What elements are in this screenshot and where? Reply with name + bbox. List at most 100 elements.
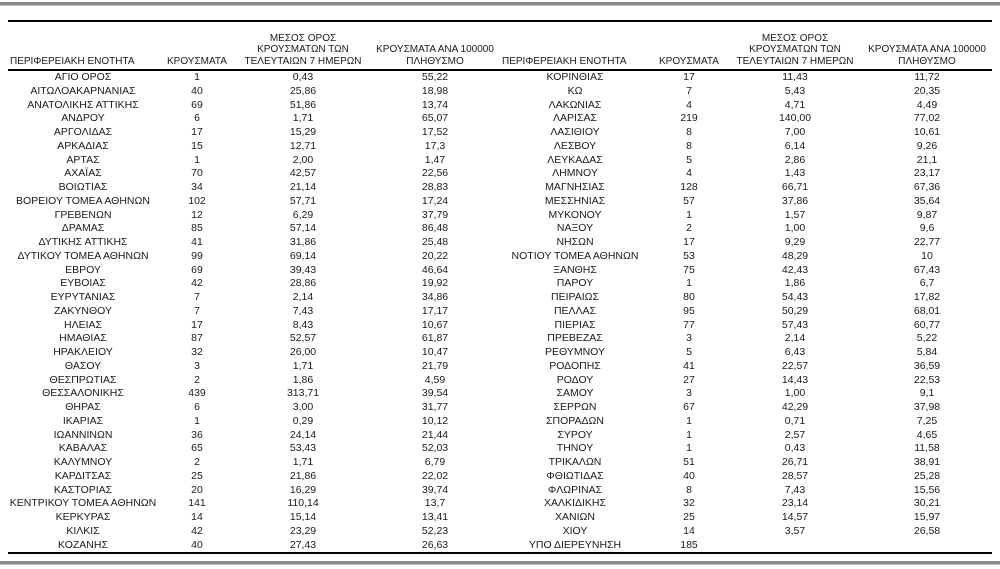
avg7days-cell: 14,43	[781, 373, 809, 386]
avg7days-cell: 1,43	[784, 167, 806, 180]
region-cell: ΣΠΟΡΑΔΩΝ	[546, 414, 604, 427]
table-row: ΑΡΚΑΔΙΑΣ 15 12,71 17,3 ΛΕΣΒΟΥ 8 6,14 9,26	[8, 140, 992, 154]
table-row: ΑΡΤΑΣ 1 2,00 1,47 ΛΕΥΚΑΔΑΣ 5 2,86 21,1	[8, 154, 992, 168]
table-row: ΑΓΙΟ ΟΡΟΣ 1 0,43 55,22 ΚΟΡΙΝΘΙΑΣ 17 11,43 11,72	[8, 70, 992, 85]
avg7days-cell: 57,71	[289, 194, 317, 207]
per100k-cell: 15,97	[913, 511, 941, 523]
region-cell: ΠΙΕΡΙΑΣ	[554, 318, 596, 331]
avg7days-cell: 66,71	[781, 181, 809, 193]
avg7days-cell: 25,86	[289, 84, 317, 97]
region-cell: ΧΑΛΚΙΔΙΚΗΣ	[544, 497, 606, 510]
per100k-cell: 18,98	[421, 84, 449, 97]
region-cell: ΔΥΤΙΚΗΣ ΑΤΤΙΚΗΣ	[38, 236, 128, 248]
per100k-cell: 55,22	[421, 71, 449, 83]
cases-cell: 17	[191, 126, 203, 138]
per100k-cell: 21,44	[421, 428, 449, 441]
avg7days-cell: 0,29	[292, 414, 314, 427]
per100k-cell: 67,43	[913, 263, 941, 276]
avg7days-cell: 39,43	[289, 263, 317, 276]
region-cell: ΙΚΑΡΙΑΣ	[62, 414, 104, 427]
avg7days-cell: 1,00	[784, 387, 806, 400]
per100k-cell: 4,65	[916, 428, 938, 441]
cases-cell: 2	[194, 373, 200, 386]
region-cell: ΛΕΥΚΑΔΑΣ	[547, 153, 603, 166]
table-row: ΔΥΤΙΚΟΥ ΤΟΜΕΑ ΑΘΗΝΩΝ 99 69,14 20,22 ΝΟΤΙΟΥ Τ…	[8, 250, 992, 264]
avg7days-cell: 24,14	[289, 428, 317, 441]
avg7days-cell: 6,14	[784, 139, 806, 152]
cases-table: ΠΕΡΙΦΕΡΕΙΑΚΗ ΕΝΟΤΗΤΑ ΚΡΟΥΣΜΑΤΑ ΜΕΣΟΣ ΟΡΟ…	[8, 20, 992, 555]
region-cell: ΗΡΑΚΛΕΙΟΥ	[53, 346, 113, 358]
avg7days-cell: 1,86	[784, 277, 806, 290]
avg7days-cell: 3,00	[292, 401, 314, 413]
cases-cell: 65	[191, 442, 203, 455]
cases-cell: 27	[683, 373, 695, 386]
per100k-cell: 13,41	[421, 511, 449, 523]
avg7days-cell: 48,29	[781, 249, 809, 262]
avg7days-cell: 1,71	[292, 359, 314, 372]
per100k-cell: 10,61	[913, 126, 941, 138]
per100k-cell: 5,84	[916, 346, 938, 358]
cases-cell: 7	[686, 84, 692, 97]
avg7days-cell: 26,00	[289, 346, 317, 358]
header-row: ΠΕΡΙΦΕΡΕΙΑΚΗ ΕΝΟΤΗΤΑ ΚΡΟΥΣΜΑΤΑ ΜΕΣΟΣ ΟΡΟ…	[8, 20, 992, 71]
cases-cell: 69	[191, 98, 203, 111]
avg7days-cell: 0,43	[292, 71, 314, 83]
avg7days-cell: 11,43	[782, 71, 808, 83]
region-cell: ΚΙΛΚΙΣ	[66, 524, 100, 537]
region-cell: ΚΟΖΑΝΗΣ	[8, 538, 158, 555]
cases-cell: 32	[683, 497, 695, 510]
avg7days-cell: 57,14	[289, 222, 317, 235]
cases-cell: 34	[191, 181, 203, 193]
table-row: ΕΥΡΥΤΑΝΙΑΣ 7 2,14 34,86 ΠΕΙΡΑΙΩΣ 80 54,43 17,82	[8, 291, 992, 305]
cases-cell: 12	[191, 208, 203, 221]
table-row: ΑΝΔΡΟΥ 6 1,71 65,07 ΛΑΡΙΣΑΣ 219 140,00 77,02	[8, 112, 992, 126]
table-row: ΑΝΑΤΟΛΙΚΗΣ ΑΤΤΙΚΗΣ 69 51,86 13,74 ΛΑΚΩΝΙΑΣ 4 4…	[8, 99, 992, 113]
per100k-cell: 4,59	[424, 373, 446, 386]
cases-cell: 7	[194, 291, 200, 303]
avg7days-cell: 7,43	[292, 304, 314, 317]
region-cell: ΗΜΑΘΙΑΣ	[59, 332, 107, 345]
per100k-cell: 4,49	[916, 98, 938, 111]
region-cell: ΡΕΘΥΜΝΟΥ	[544, 346, 605, 358]
cases-cell: 17	[191, 318, 203, 331]
avg7days-cell: 110,14	[287, 497, 319, 510]
cases-cell: 6	[194, 401, 200, 413]
cases-cell: 87	[191, 332, 203, 345]
avg7days-cell: 2,57	[784, 428, 806, 441]
table-row: ΗΜΑΘΙΑΣ 87 52,57 61,87 ΠΡΕΒΕΖΑΣ 3 2,14 5,22	[8, 332, 992, 346]
cases-cell: 141	[188, 497, 206, 510]
cases-cell: 1	[686, 277, 692, 290]
region-cell: ΑΡΓΟΛΙΔΑΣ	[53, 126, 113, 138]
per100k-cell: 26,58	[913, 524, 941, 537]
cases-cell: 6	[194, 112, 200, 125]
region-cell: ΡΟΔΟΥ	[556, 373, 594, 386]
table-row: ΚΑΒΑΛΑΣ 65 53,43 52,03 ΤΗΝΟΥ 1 0,43 11,58	[8, 442, 992, 456]
region-cell: ΛΑΣΙΘΙΟΥ	[550, 126, 600, 138]
region-cell: ΡΟΔΟΠΗΣ	[549, 359, 601, 372]
per100k-cell: 34,86	[421, 291, 449, 303]
per100k-cell: 17,3	[424, 139, 446, 152]
header-per100k-left: ΚΡΟΥΣΜΑΤΑ ΑΝΑ 100000 ΠΛΗΘΥΣΜΟ	[370, 20, 500, 71]
avg7days-cell: 7,43	[784, 483, 806, 496]
cases-cell: 3	[686, 387, 692, 400]
table-row: ΚΑΛΥΜΝΟΥ 2 1,71 6,79 ΤΡΙΚΑΛΩΝ 51 26,71 38,91	[8, 456, 992, 470]
cases-cell: 75	[683, 263, 695, 276]
avg7days-cell: 15,29	[289, 126, 317, 138]
per100k-cell: 9,6	[919, 222, 935, 235]
per100k-cell: 11,58	[914, 442, 940, 455]
region-cell: ΛΑΚΩΝΙΑΣ	[548, 98, 602, 111]
per100k-cell: 6,7	[919, 277, 935, 290]
avg7days-cell: 1,57	[784, 208, 806, 221]
per100k-cell: 19,92	[421, 277, 449, 290]
avg7days-cell: 8,43	[292, 318, 314, 331]
per100k-cell: 13,7	[424, 497, 446, 510]
per100k-cell: 20,22	[421, 249, 449, 262]
avg7days-cell: 9,29	[784, 236, 806, 248]
bottom-rule-divider	[0, 561, 1000, 565]
region-cell: ΛΑΡΙΣΑΣ	[553, 112, 597, 125]
region-cell: ΞΑΝΘΗΣ	[553, 263, 597, 276]
cases-cell: 42	[191, 524, 203, 537]
per100k-cell: 35,64	[913, 194, 941, 207]
per100k-cell: 21,79	[421, 359, 449, 372]
avg7days-cell: 3,57	[784, 524, 806, 537]
